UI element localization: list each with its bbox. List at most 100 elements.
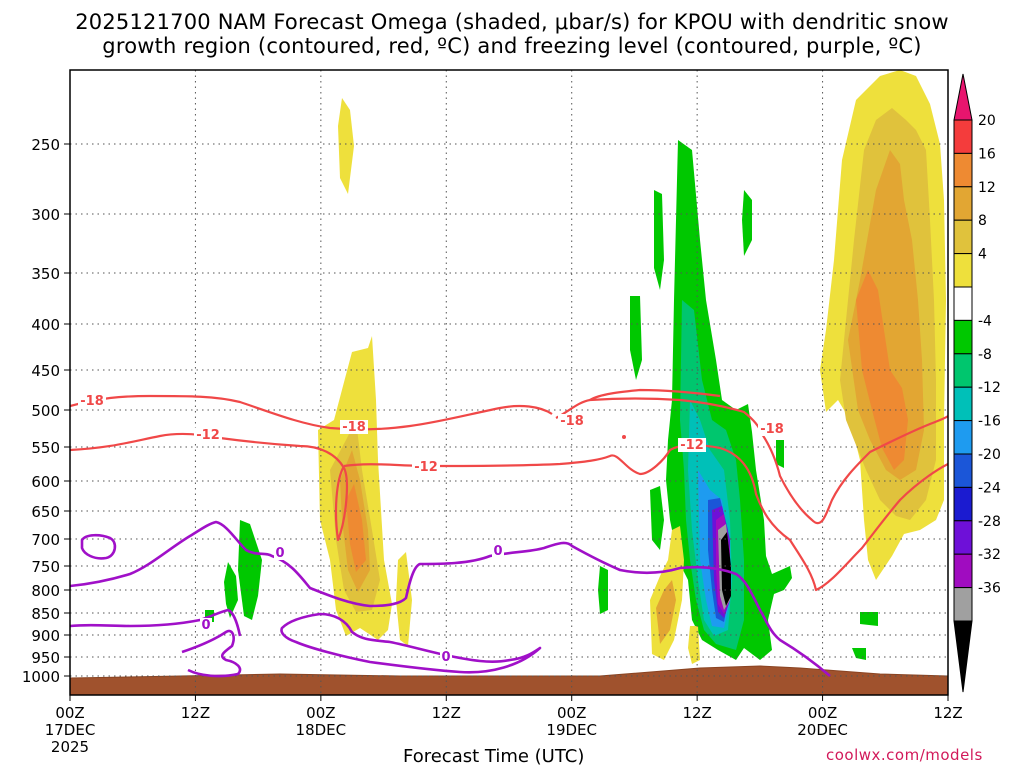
snow-growth-contour-label-bg	[678, 438, 706, 452]
y-tick-label: 300	[31, 206, 60, 224]
x-tick-label: 17DEC	[45, 721, 96, 739]
freezing-level-contour-label: 0	[275, 546, 284, 561]
y-tick-label: 250	[31, 136, 60, 154]
colorbar-label: -32	[978, 547, 1001, 563]
snow-growth-contour-label: -18	[560, 414, 584, 429]
snow-growth-contour-label-bg	[194, 428, 222, 442]
y-tick-label: 750	[31, 558, 60, 576]
x-tick-label: 20DEC	[797, 721, 848, 739]
omega-region	[848, 150, 924, 480]
snow-growth-contour-label: -18	[760, 422, 784, 437]
snow-growth-contour-label-bg	[340, 420, 368, 434]
colorbar-label: -8	[978, 347, 992, 363]
colorbar-segment	[953, 386, 973, 422]
x-axis-title: Forecast Time (UTC)	[403, 746, 585, 767]
snow-growth-contour	[761, 415, 948, 525]
colorbar-segment	[953, 420, 973, 455]
omega-region	[688, 626, 700, 664]
freezing-level-contour-label-bg	[492, 544, 504, 558]
snow-growth-contour-label-bg	[412, 460, 440, 474]
freezing-level-contour-label-bg	[440, 650, 452, 664]
omega-region	[654, 190, 664, 290]
omega-region	[852, 648, 866, 660]
y-tick-label: 350	[31, 265, 60, 283]
y-tick-label: 1000	[22, 668, 60, 686]
colorbar-segment	[953, 620, 973, 693]
x-tick-label: 12Z	[933, 704, 962, 722]
colorbar-label: 16	[978, 146, 996, 162]
colorbar-segment	[953, 553, 973, 589]
omega-region	[650, 486, 664, 550]
snow-growth-contour-label: -18	[80, 394, 104, 409]
freezing-level-contour-label: 0	[493, 544, 502, 559]
chart-title-line-1: 2025121700 NAM Forecast Omega (shaded, μ…	[75, 10, 949, 34]
snow-growth-contour	[70, 432, 348, 542]
freezing-level-contour-label: 0	[441, 650, 450, 665]
colorbar-label: 8	[978, 213, 987, 229]
colorbar-segment	[953, 520, 973, 555]
snow-growth-contour	[70, 394, 553, 431]
colorbar-segment	[953, 286, 973, 321]
plot-frame	[69, 69, 949, 696]
chart-title-line-2: growth region (contoured, red, ºC) and f…	[102, 34, 922, 58]
colorbar-segment	[953, 486, 973, 522]
colorbar-segment	[953, 587, 973, 622]
colorbar-label: -16	[978, 414, 1001, 430]
snow-growth-point	[622, 435, 626, 439]
plot-area	[70, 70, 948, 695]
omega-region	[338, 98, 354, 194]
snow-growth-contour-label: -12	[196, 428, 220, 443]
y-tick-label: 700	[31, 531, 60, 549]
colorbar-segment	[953, 453, 973, 488]
freezing-level-contour	[80, 533, 117, 560]
omega-region	[598, 566, 608, 614]
contour-labels: -18 -12 -18 -12 -18 -12 -18 0 0 0 0	[78, 394, 786, 665]
snow-growth-contours	[70, 388, 948, 592]
x-tick-label: 00Z	[306, 704, 335, 722]
omega-region	[742, 190, 752, 256]
freezing-level-contour-label-bg	[274, 546, 286, 560]
omega-region	[721, 532, 731, 606]
y-tick-label: 850	[31, 605, 60, 623]
colorbar-segment	[953, 219, 973, 255]
colorbar-segment	[953, 152, 973, 188]
x-tick-label: 12Z	[432, 704, 461, 722]
credit-link[interactable]: coolwx.com/models	[826, 746, 983, 764]
x-tick-label: 18DEC	[296, 721, 347, 739]
colorbar-label: -36	[978, 581, 1001, 597]
snow-growth-contour-label-bg	[78, 394, 106, 408]
colorbar-segment	[953, 319, 973, 355]
omega-region	[776, 440, 784, 468]
freezing-level-contours	[70, 520, 831, 678]
omega-region	[238, 520, 262, 620]
snow-growth-contour-label: -12	[680, 438, 704, 453]
colorbar-label: -24	[978, 480, 1001, 496]
y-tick-label: 550	[31, 439, 60, 457]
snow-growth-contour-label: -18	[342, 420, 366, 435]
x-tick-label: 00Z	[557, 704, 586, 722]
y-tick-label: 600	[31, 473, 60, 491]
colorbar: 20 16 12 8 4 -4 -8 -12 -16 -20 -24 -28 -32 -36	[953, 73, 1001, 693]
colorbar-label: 4	[978, 247, 987, 263]
omega-region	[860, 612, 878, 626]
x-tick-label: 12Z	[181, 704, 210, 722]
y-axis: 250 300 350 400 450 500 550 600 650 700 750 800 850 9…	[22, 136, 70, 686]
omega-region	[656, 580, 676, 644]
snow-growth-contour	[555, 397, 764, 435]
colorbar-label: -12	[978, 380, 1001, 396]
y-tick-label: 500	[31, 402, 60, 420]
snow-growth-contour-label-bg	[558, 414, 586, 428]
x-tick-label: 12Z	[682, 704, 711, 722]
y-tick-label: 800	[31, 582, 60, 600]
freezing-level-contour-label: 0	[201, 618, 210, 633]
freezing-level-contour	[181, 629, 242, 678]
freezing-level-contour-label-bg	[200, 618, 212, 632]
x-tick-label: 00Z	[55, 704, 84, 722]
colorbar-label: 20	[978, 113, 996, 129]
omega-region	[856, 270, 908, 470]
y-tick-label: 650	[31, 503, 60, 521]
gridlines	[70, 70, 948, 695]
colorbar-label: 12	[978, 180, 996, 196]
y-tick-label: 450	[31, 362, 60, 380]
snow-growth-contour-label-bg	[758, 422, 786, 436]
